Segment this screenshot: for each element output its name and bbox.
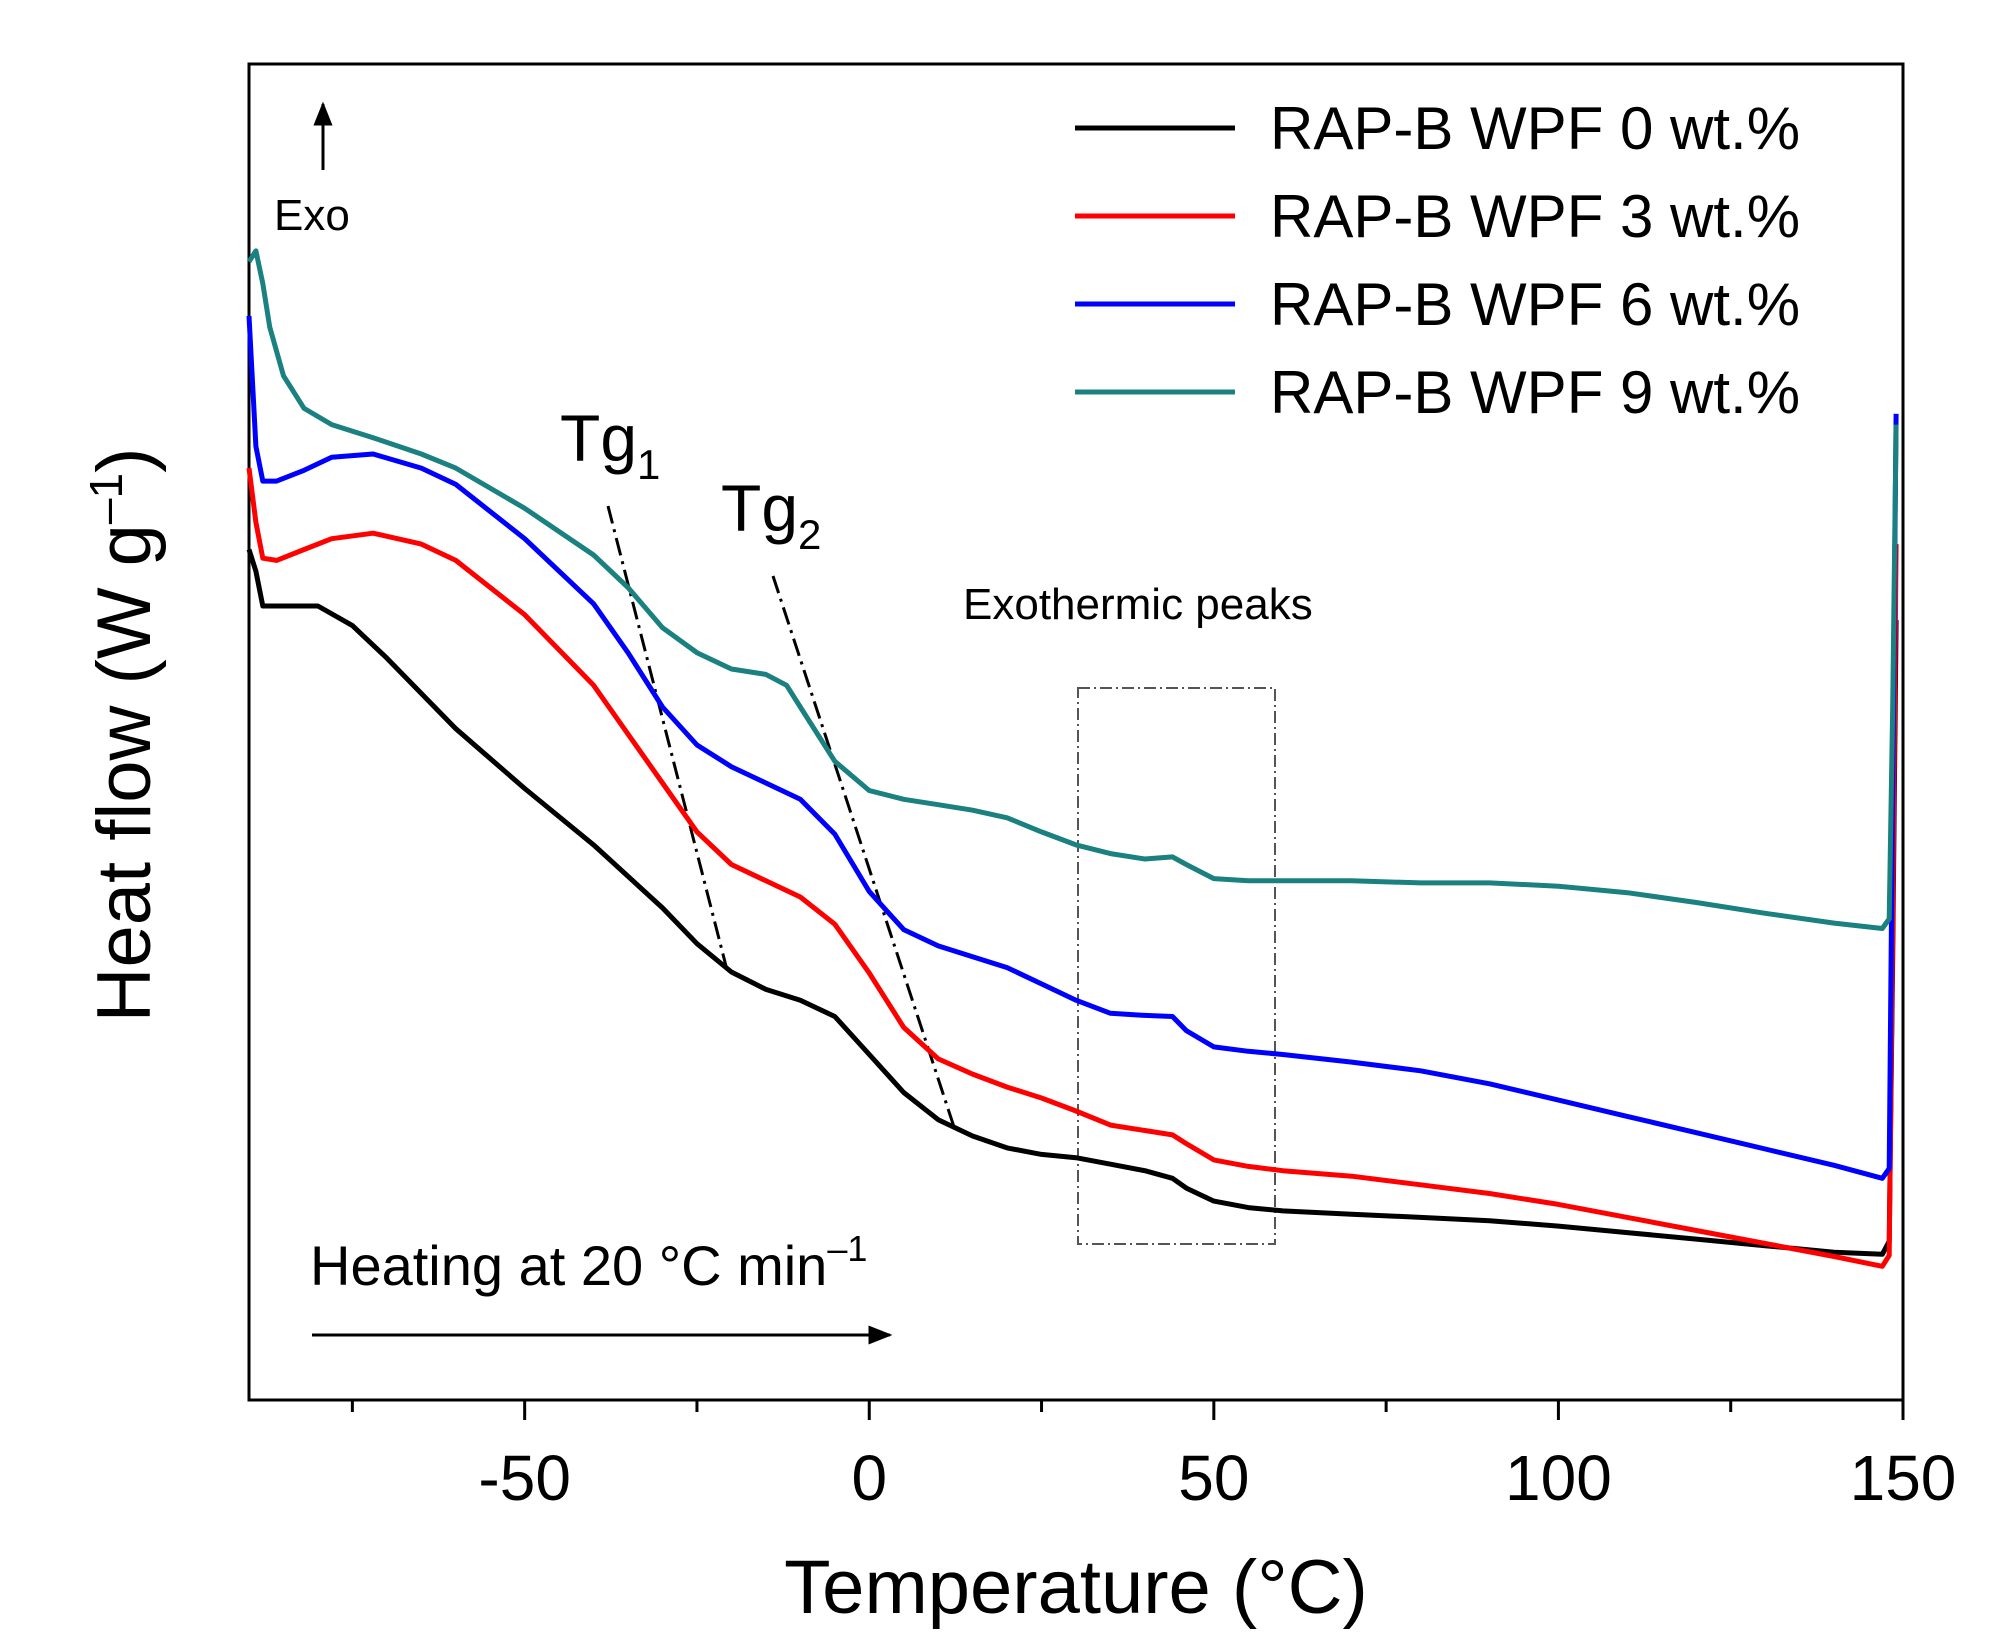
tg1-label-main: Tg xyxy=(560,401,637,475)
heating-label-sup: –1 xyxy=(827,1228,867,1269)
series-line-3 xyxy=(246,248,1899,931)
x-tick-label: -50 xyxy=(478,1442,571,1514)
tg2-label: Tg2 xyxy=(721,471,821,558)
legend: RAP-B WPF 0 wt.% RAP-B WPF 3 wt.% RAP-B WP… xyxy=(1075,95,1800,426)
x-axis-title: Temperature (°C) xyxy=(784,1545,1368,1630)
x-tick-label: 0 xyxy=(851,1442,887,1514)
y-axis-title-sup: –1 xyxy=(80,473,132,524)
tg2-label-sub: 2 xyxy=(798,511,821,558)
exothermic-peaks-label: Exothermic peaks xyxy=(963,580,1313,629)
y-axis-title-main: Heat flow (W g xyxy=(82,524,167,1022)
heating-label-main: Heating at 20 °C min xyxy=(310,1234,827,1297)
legend-label-2: RAP-B WPF 6 wt.% xyxy=(1270,271,1800,338)
x-tick-label: 100 xyxy=(1505,1442,1612,1514)
exo-label: Exo xyxy=(274,191,350,240)
exothermic-peaks-box xyxy=(1077,687,1276,1245)
heating-label: Heating at 20 °C min–1 xyxy=(310,1228,867,1297)
x-tick-label: 50 xyxy=(1178,1442,1249,1514)
x-ticks: -50 0 50 100 150 xyxy=(350,1400,1957,1514)
legend-label-3: RAP-B WPF 9 wt.% xyxy=(1270,359,1800,426)
series-line-1 xyxy=(246,467,1899,1269)
tg1-guide-line xyxy=(606,505,728,967)
series-layer xyxy=(246,248,1899,1269)
tg2-label-main: Tg xyxy=(721,471,798,545)
x-tick-label: 150 xyxy=(1850,1442,1957,1514)
series-line-2 xyxy=(246,315,1899,1181)
legend-label-1: RAP-B WPF 3 wt.% xyxy=(1270,183,1800,250)
series-line-0 xyxy=(246,548,1899,1257)
tg1-label-sub: 1 xyxy=(637,441,660,488)
tg1-label: Tg1 xyxy=(560,401,660,488)
y-axis-title-close: ) xyxy=(82,448,167,473)
y-axis-title: Heat flow (W g–1) xyxy=(80,448,167,1023)
legend-label-0: RAP-B WPF 0 wt.% xyxy=(1270,95,1800,162)
plot-frame xyxy=(247,62,1905,1402)
